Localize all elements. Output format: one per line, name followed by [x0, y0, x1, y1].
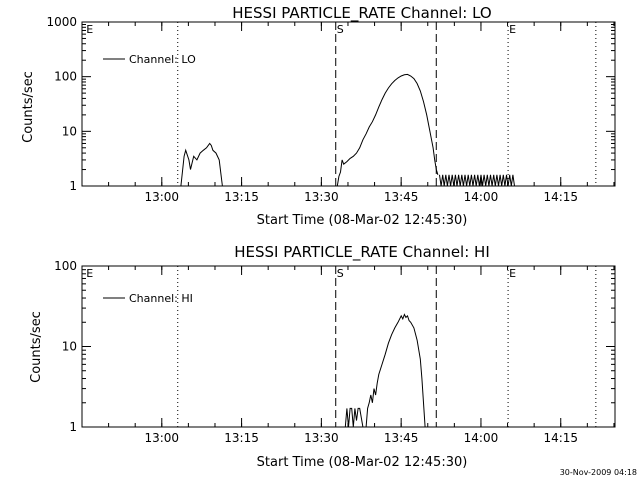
flag-label: S: [337, 267, 344, 280]
y-axis-label: Counts/sec: [21, 71, 36, 143]
flag-label: E: [86, 267, 93, 280]
x-tick-label: 13:00: [144, 190, 179, 204]
series-group: [180, 73, 515, 187]
y-tick-label: 1: [69, 179, 77, 193]
chart-title: HESSI PARTICLE_RATE Channel: LO: [232, 4, 491, 23]
y-ticks: 1 10 100: [54, 259, 615, 434]
x-tick-label: 13:00: [144, 431, 179, 445]
flag-label: E: [86, 23, 93, 36]
x-axis-label: Start Time (08-Mar-02 12:45:30): [257, 213, 468, 228]
legend: Channel: LO: [103, 53, 196, 66]
x-ticks: 13:00 13:15 13:30 13:45 14:00 14:15: [81, 266, 615, 445]
flag-label: S: [337, 23, 344, 36]
y-tick-label: 1000: [46, 15, 77, 29]
x-tick-label: 13:45: [384, 431, 419, 445]
flag-label: E: [509, 23, 516, 36]
x-tick-label: 13:15: [224, 431, 259, 445]
legend: Channel: HI: [103, 292, 193, 305]
legend-label: Channel: LO: [129, 53, 196, 66]
x-tick-label: 14:00: [464, 190, 499, 204]
y-tick-label: 10: [62, 340, 77, 354]
y-tick-label: 100: [54, 70, 77, 84]
x-tick-label: 14:15: [543, 431, 578, 445]
x-tick-label: 13:30: [304, 190, 339, 204]
x-ticks: 13:00 13:15 13:30 13:45 14:00 14:15: [81, 22, 615, 204]
flag-label: E: [509, 267, 516, 280]
x-tick-label: 13:30: [304, 431, 339, 445]
panel-channel-hi: HESSI PARTICLE_RATE Channel: HI Counts/s…: [29, 243, 616, 470]
y-tick-label: 10: [62, 124, 77, 138]
chart-title: HESSI PARTICLE_RATE Channel: HI: [234, 243, 490, 262]
series-group: [344, 313, 426, 428]
plot-frame: [81, 21, 616, 187]
y-ticks: 1 10 100 1000: [46, 15, 615, 193]
timestamp-label: 30-Nov-2009 04:18: [560, 468, 637, 477]
x-tick-label: 14:15: [543, 190, 578, 204]
x-tick-label: 13:15: [224, 190, 259, 204]
y-axis-label: Counts/sec: [29, 311, 44, 383]
series-line: [344, 313, 426, 428]
x-axis-label: Start Time (08-Mar-02 12:45:30): [257, 455, 468, 470]
x-tick-label: 14:00: [464, 431, 499, 445]
x-tick-label: 13:45: [384, 190, 419, 204]
y-tick-label: 1: [69, 420, 77, 434]
series-line: [336, 73, 439, 187]
series-line: [439, 174, 515, 187]
y-tick-label: 100: [54, 259, 77, 273]
legend-label: Channel: HI: [129, 292, 193, 305]
panel-channel-lo: HESSI PARTICLE_RATE Channel: LO Counts/s…: [21, 4, 616, 228]
series-line: [180, 142, 223, 187]
